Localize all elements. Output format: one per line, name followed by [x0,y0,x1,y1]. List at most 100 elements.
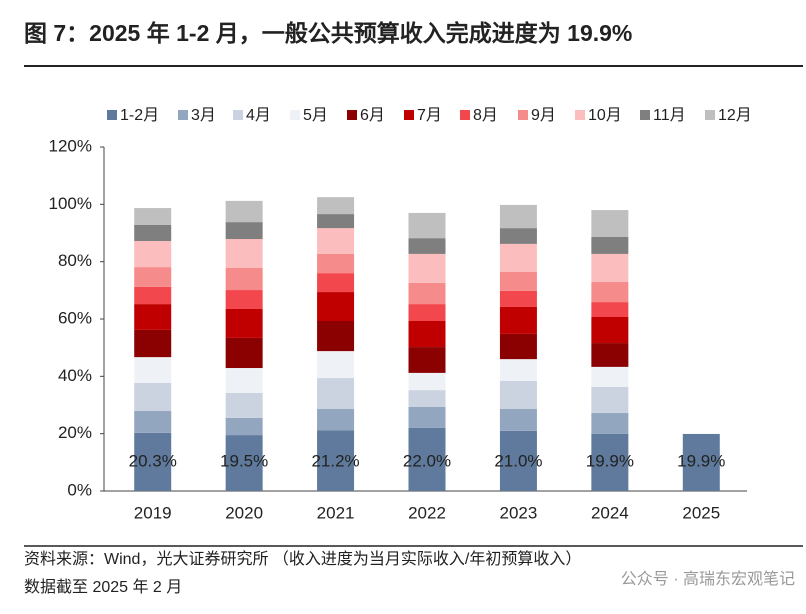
bar-segment [317,273,355,293]
x-tick-label: 2023 [500,503,538,522]
legend-swatch [107,110,117,120]
legend-swatch [178,110,188,120]
legend-label: 12月 [718,107,752,124]
bar-segment [408,304,446,322]
x-tick-label: 2022 [408,503,446,522]
bar-segment [134,357,172,383]
bar-segment [591,302,629,317]
legend-label: 3月 [191,107,216,124]
bar-segment [317,228,355,254]
bar-segment [591,413,629,434]
legend-swatch [347,110,357,120]
y-tick-label: 120% [49,136,92,155]
x-tick-label: 2021 [317,503,355,522]
bar-segment [225,337,263,369]
bar-segment [134,329,172,358]
bar-segment [499,204,537,229]
bar-segment [134,411,172,433]
legend-label: 9月 [531,107,556,124]
bar-segment [408,427,446,491]
bar-segment [408,253,446,283]
legend-swatch [233,110,243,120]
y-tick-label: 60% [58,308,92,327]
bar-segment [317,253,355,274]
bar-segment [591,433,629,491]
bar-segment [317,214,355,229]
bar-segment [134,224,172,242]
bar-segment [317,409,355,431]
bar-segment [134,241,172,268]
legend-label: 1-2月 [120,107,159,124]
bar-segment [317,378,355,410]
bar-segment [317,351,355,379]
legend-label: 8月 [473,107,498,124]
bar-segment [591,386,629,414]
bar-segment [682,433,720,491]
bar-segment [499,430,537,491]
legend-swatch [518,110,528,120]
bar-segment [225,267,263,291]
bar-segment [499,243,537,272]
x-tick-label: 2025 [682,503,720,522]
bar-segment [134,382,172,412]
value-label: 19.9% [677,451,725,470]
bar-segment [408,347,446,373]
y-tick-label: 100% [49,194,92,213]
bar-segment [134,208,172,225]
bar-segment [225,435,263,491]
bar-segment [591,282,629,303]
bar-segment [408,238,446,254]
bar-segment [499,306,537,334]
value-label: 22.0% [403,451,451,470]
bar-segment [408,390,446,408]
legend-label: 5月 [303,107,328,124]
bar-segment [225,368,263,393]
bar-segment [225,200,263,223]
bar-segment [134,432,172,491]
y-tick-label: 0% [67,480,92,499]
value-label: 19.5% [220,451,268,470]
bar-segment [408,407,446,428]
y-tick-label: 40% [58,366,92,385]
value-label: 21.0% [494,451,542,470]
bar-segment [225,290,263,309]
bar-segment [225,239,263,268]
legend-label: 6月 [360,107,385,124]
bar-segment [591,237,629,254]
legend-swatch [404,110,414,120]
x-tick-label: 2020 [225,503,263,522]
bar-segment [591,366,629,387]
bar-segment [408,372,446,391]
bar-segment [317,197,355,215]
bar-segment [408,321,446,348]
bar-segment [408,282,446,305]
legend-label: 4月 [246,107,271,124]
source: 资料来源：Wind，光大证券研究所 （收入进度为当月实际收入/年初预算收入） [24,549,581,568]
bar-segment [317,430,355,491]
y-tick-label: 80% [58,251,92,270]
bar-segment [591,253,629,283]
value-label: 20.3% [129,451,177,470]
bar-segment [317,321,355,352]
bar-segment [134,286,172,305]
legend-label: 7月 [417,107,442,124]
note: 数据截至 2025 年 2 月 [24,578,182,596]
legend-label: 11月 [653,107,686,124]
legend-swatch [460,110,470,120]
chart-title: 图 7：2025 年 1-2 月，一般公共预算收入完成进度为 19.9% [24,20,632,46]
bar-segment [591,210,629,238]
bar-segment [408,212,446,239]
bar-segment [499,409,537,431]
bar-segment [225,222,263,240]
legend-swatch [640,110,650,120]
legend-swatch [290,110,300,120]
x-tick-label: 2019 [134,503,172,522]
bar-segment [317,292,355,322]
bar-segment [499,228,537,244]
bar-segment [499,271,537,291]
bar-segment [499,333,537,360]
bar-segment [225,417,263,436]
legend-swatch [705,110,715,120]
legend-label: 10月 [588,107,622,124]
bar-segment [225,392,263,418]
